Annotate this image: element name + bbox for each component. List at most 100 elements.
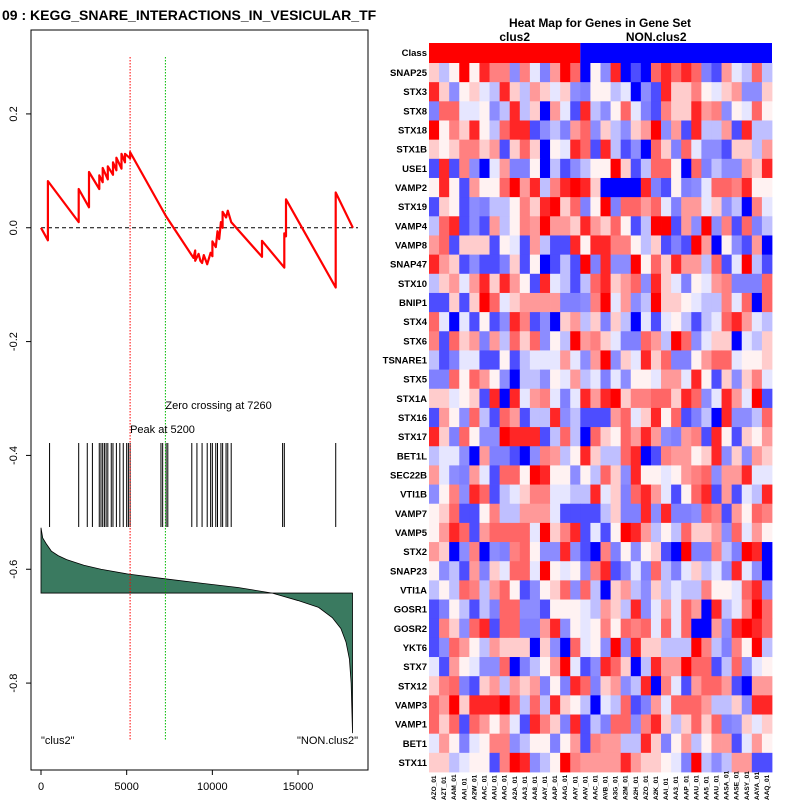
heatmap-cell	[650, 197, 662, 217]
heatmap-cell	[580, 503, 591, 524]
heatmap-cell	[489, 292, 501, 313]
heatmap-cell	[630, 561, 642, 581]
heatmap-cell	[701, 522, 712, 543]
heatmap-cell	[539, 197, 551, 217]
heatmap-cell	[650, 522, 662, 543]
heatmap-cell	[550, 254, 561, 275]
class-bar-non-clus2	[580, 43, 772, 63]
heatmap-cell	[459, 752, 470, 773]
heatmap-cell	[469, 407, 480, 428]
gene-label: STX19	[398, 202, 427, 213]
heatmap-cell	[620, 503, 632, 524]
heatmap-cell	[711, 388, 722, 409]
gene-label: BET1	[403, 739, 428, 750]
heatmap-cell	[529, 273, 541, 294]
heatmap-cell	[671, 484, 682, 505]
heatmap-cell	[550, 503, 561, 524]
heatmap-cell	[691, 292, 702, 313]
heatmap-cell	[630, 312, 642, 332]
heatmap-cell	[489, 733, 501, 754]
peak-label: Peak at 5200	[130, 424, 195, 436]
heatmap-cell	[529, 618, 541, 639]
heatmap-cell	[449, 82, 460, 102]
heatmap-cell	[529, 216, 541, 236]
heatmap-cell	[519, 733, 531, 754]
heatmap-cell	[751, 177, 763, 198]
gene-label: STX3	[403, 87, 427, 98]
heatmap-cell	[620, 197, 632, 217]
heatmap-cell	[449, 407, 460, 428]
sample-label: A2H_01	[633, 776, 640, 800]
heatmap-cell	[560, 177, 571, 198]
heatmap-cell	[459, 465, 470, 485]
heatmap-cell	[469, 484, 480, 505]
heatmap-cell	[761, 177, 773, 198]
heatmap-cell	[650, 676, 662, 696]
heatmap-cell	[640, 407, 652, 428]
heatmap-cell	[509, 292, 521, 313]
heatmap-cell	[741, 599, 753, 620]
heatmap-cell	[439, 714, 450, 735]
heatmap-cell	[701, 369, 712, 390]
heatmap-cell	[741, 522, 753, 543]
heatmap-cell	[469, 542, 480, 562]
heatmap-cell	[620, 637, 632, 658]
heatmap-cell	[570, 216, 581, 236]
heatmap-cell	[731, 657, 743, 677]
heatmap-cell	[570, 177, 581, 198]
heatmap-cell	[580, 407, 591, 428]
heatmap-cell	[459, 139, 470, 160]
heatmap-cell	[529, 82, 541, 102]
heatmap-cell	[650, 158, 662, 179]
heatmap-cell	[449, 120, 460, 141]
sample-label: AAP_01	[683, 775, 690, 800]
heatmap-cell	[469, 714, 480, 735]
heatmap-cell	[439, 177, 450, 198]
heatmap-cell	[570, 542, 581, 562]
heatmap-cell	[580, 254, 591, 275]
heatmap-cell	[721, 599, 733, 620]
heatmap-cell	[539, 599, 551, 620]
heatmap-cell	[691, 407, 702, 428]
heatmap-cell	[640, 82, 652, 102]
heatmap-cell	[650, 273, 662, 294]
heatmap-cell	[701, 676, 712, 696]
heatmap-cell	[499, 446, 511, 466]
heatmap-cell	[681, 177, 692, 198]
heatmap-cell	[711, 446, 722, 466]
heatmap-cell	[731, 465, 743, 485]
heatmap-cell	[731, 312, 743, 332]
heatmap-cell	[539, 235, 551, 256]
heatmap-cell	[459, 312, 470, 332]
heatmap-cell	[741, 292, 753, 313]
heatmap-cell	[499, 331, 511, 351]
heatmap-cell	[661, 197, 672, 217]
heatmap-cell	[560, 388, 571, 409]
heatmap-cell	[570, 139, 581, 160]
heatmap-cell	[630, 657, 642, 677]
heatmap-cell	[449, 427, 460, 447]
heatmap-cell	[550, 82, 561, 102]
heatmap-cell	[459, 484, 470, 505]
heatmap-cell	[761, 158, 773, 179]
heatmap-cell	[429, 331, 440, 351]
heatmap-cell	[439, 618, 450, 639]
heatmap-cell	[570, 407, 581, 428]
heatmap-cell	[479, 561, 490, 581]
heatmap-cell	[711, 752, 722, 773]
heatmap-cell	[560, 120, 571, 141]
heatmap-cell	[489, 312, 501, 332]
gene-label: STX10	[398, 279, 427, 290]
heatmap-cell	[429, 676, 440, 696]
heatmap-cell	[429, 273, 440, 294]
heatmap-cell	[459, 331, 470, 351]
heatmap-cell	[469, 522, 480, 543]
heatmap-cell	[681, 312, 692, 332]
heatmap-cell	[640, 331, 652, 351]
heatmap-cell	[681, 197, 692, 217]
heatmap-cell	[661, 312, 672, 332]
heatmap-cell	[519, 407, 531, 428]
heatmap-cell	[751, 427, 763, 447]
heatmap-cell	[721, 273, 733, 294]
heatmap-cell	[550, 637, 561, 658]
